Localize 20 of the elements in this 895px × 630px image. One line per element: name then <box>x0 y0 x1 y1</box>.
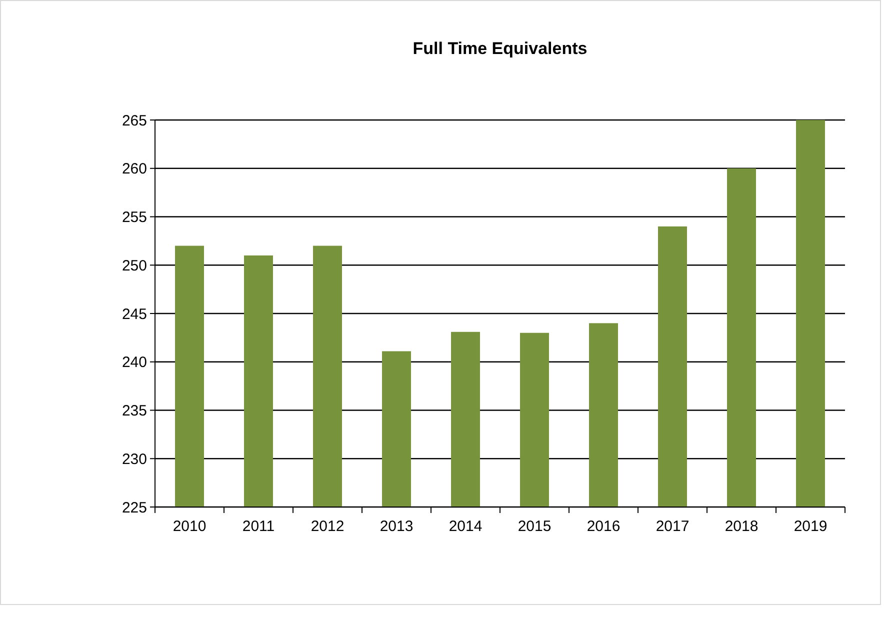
x-tick-label: 2018 <box>724 518 758 535</box>
y-tick-label: 245 <box>122 306 147 323</box>
y-tick-label: 225 <box>122 499 147 516</box>
y-tick-label: 240 <box>122 354 147 372</box>
y-tick-label: 255 <box>122 209 147 226</box>
x-tick-label: 2015 <box>518 518 552 535</box>
x-tick-label: 2010 <box>172 518 206 535</box>
x-tick-label: 2014 <box>448 518 482 535</box>
y-tick-label: 250 <box>122 257 147 274</box>
y-tick-label: 265 <box>122 112 147 130</box>
y-tick-label: 230 <box>122 450 147 468</box>
x-tick-label: 2017 <box>656 518 690 535</box>
x-tick-label: 2013 <box>380 518 414 535</box>
x-tick-label: 2012 <box>310 518 344 535</box>
y-tick-label: 260 <box>122 160 147 178</box>
x-tick-label: 2016 <box>586 518 620 535</box>
chart-title: Full Time Equivalents <box>412 39 588 58</box>
x-tick-label: 2011 <box>242 518 275 535</box>
y-tick-label: 235 <box>122 402 147 420</box>
x-tick-label: 2019 <box>794 518 828 535</box>
